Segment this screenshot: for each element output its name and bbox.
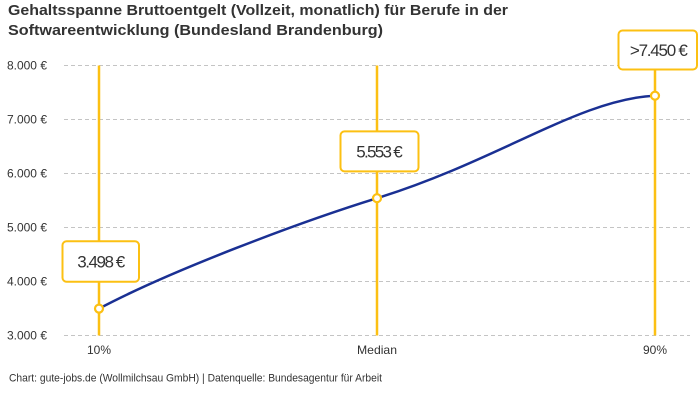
svg-text:5.553 €: 5.553 € [356, 143, 403, 162]
svg-text:90%: 90% [643, 343, 667, 357]
svg-text:3.000 €: 3.000 € [7, 329, 47, 343]
svg-text:>7.450 €: >7.450 € [630, 41, 689, 60]
svg-text:Chart: gute-jobs.de (Wollmilch: Chart: gute-jobs.de (Wollmilchsau GmbH) … [9, 373, 382, 385]
svg-text:5.000 €: 5.000 € [7, 221, 47, 235]
svg-text:Median: Median [357, 343, 397, 357]
svg-text:Gehaltsspanne Bruttoentgelt (V: Gehaltsspanne Bruttoentgelt (Vollzeit, m… [8, 2, 508, 19]
svg-text:7.000 €: 7.000 € [7, 113, 47, 127]
svg-text:Softwareentwicklung (Bundeslan: Softwareentwicklung (Bundesland Brandenb… [8, 22, 383, 39]
svg-text:8.000 €: 8.000 € [7, 59, 47, 73]
svg-text:6.000 €: 6.000 € [7, 167, 47, 181]
svg-text:10%: 10% [87, 343, 111, 357]
svg-text:4.000 €: 4.000 € [7, 275, 47, 289]
svg-text:3.498 €: 3.498 € [77, 253, 126, 272]
